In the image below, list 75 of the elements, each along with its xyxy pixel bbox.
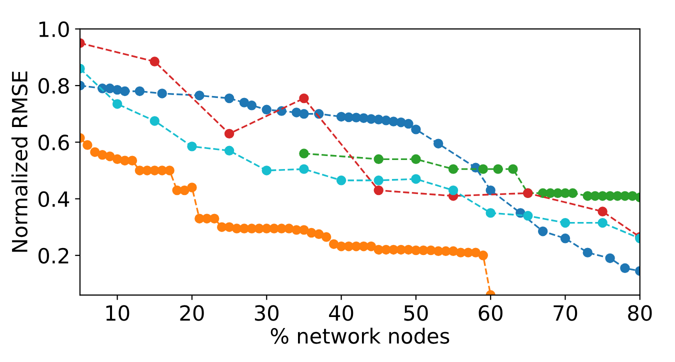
- point: [493, 164, 503, 174]
- point: [433, 138, 444, 148]
- x-axis-title: % network nodes: [270, 328, 450, 344]
- point: [486, 208, 496, 218]
- point: [560, 234, 570, 244]
- point: [224, 128, 234, 139]
- y-tick-label: 0.4: [38, 191, 70, 208]
- point: [538, 226, 548, 236]
- point: [187, 182, 197, 192]
- point: [157, 88, 167, 98]
- point: [224, 93, 234, 104]
- point: [299, 93, 309, 104]
- point: [374, 154, 384, 164]
- y-tick-label: 0.8: [38, 78, 69, 94]
- point: [523, 210, 533, 221]
- point: [262, 104, 272, 114]
- point: [478, 164, 488, 174]
- point: [328, 239, 339, 249]
- point: [299, 225, 309, 235]
- point: [210, 214, 220, 224]
- x-tick-label: 40: [329, 305, 354, 321]
- point: [582, 248, 593, 258]
- point: [224, 146, 234, 156]
- x-tick-label: 70: [554, 305, 578, 321]
- y-axis-title: Normalized RMSE: [11, 72, 28, 252]
- point: [448, 164, 458, 174]
- point: [336, 176, 346, 186]
- point: [374, 185, 384, 196]
- point: [404, 118, 414, 129]
- point: [82, 140, 92, 150]
- point: [321, 232, 332, 242]
- point: [411, 174, 421, 184]
- point: [598, 206, 608, 216]
- x-tick-label: 50: [404, 305, 428, 321]
- point: [299, 109, 309, 119]
- point: [314, 229, 324, 240]
- point: [620, 263, 630, 273]
- point: [560, 218, 570, 228]
- x-tick-label: 10: [106, 305, 130, 321]
- y-tick-label: 0.2: [38, 248, 68, 264]
- point: [470, 248, 481, 258]
- point: [486, 185, 496, 196]
- point: [605, 253, 615, 264]
- point: [180, 185, 190, 196]
- y-tick-label: 1.0: [39, 21, 69, 38]
- point: [104, 151, 115, 162]
- point: [239, 98, 250, 108]
- point: [127, 156, 138, 166]
- point: [374, 176, 384, 186]
- point: [194, 90, 204, 100]
- x-tick-label: 20: [180, 305, 204, 321]
- point: [508, 164, 518, 174]
- point: [411, 124, 421, 134]
- point: [134, 86, 145, 96]
- point: [568, 188, 578, 198]
- point: [112, 99, 122, 109]
- point: [120, 86, 130, 96]
- point: [598, 218, 608, 228]
- point: [187, 142, 197, 152]
- point: [90, 147, 100, 157]
- x-tick-label: 30: [254, 305, 278, 321]
- point: [262, 166, 272, 176]
- point: [448, 185, 458, 196]
- point: [150, 116, 160, 126]
- x-tick-label: 60: [478, 305, 502, 321]
- x-tick-label: 80: [628, 305, 652, 321]
- point: [478, 250, 488, 260]
- point: [366, 241, 376, 252]
- point: [150, 56, 160, 66]
- point: [164, 166, 174, 176]
- point: [299, 148, 309, 158]
- point: [299, 164, 309, 174]
- y-tick-label: 0.6: [38, 134, 69, 150]
- point: [246, 100, 257, 110]
- point: [411, 154, 421, 164]
